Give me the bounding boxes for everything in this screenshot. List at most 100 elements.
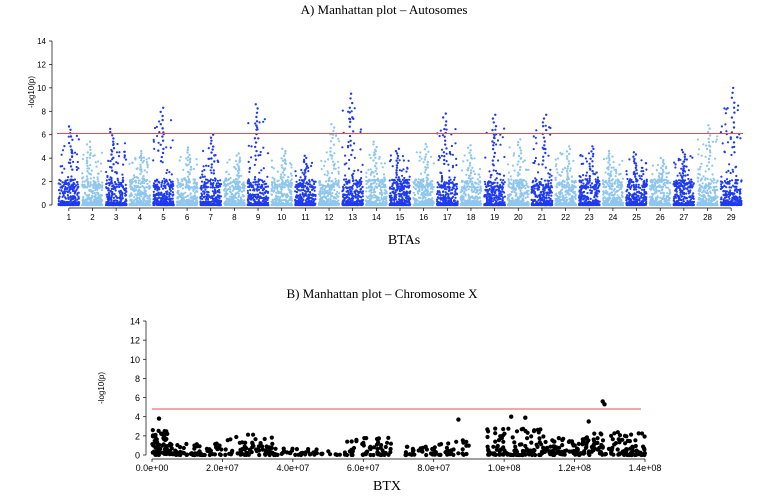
snp-point (396, 182, 399, 185)
snp-point (357, 203, 360, 206)
snp-point (100, 170, 103, 173)
snp-point (131, 161, 134, 164)
peak-point (112, 163, 115, 166)
peak-point (305, 165, 309, 168)
peak-point (284, 152, 287, 155)
snp-point (112, 203, 115, 207)
snp-point (116, 200, 119, 203)
snp-point (405, 195, 408, 198)
snp-point (311, 179, 314, 182)
snp-point (81, 172, 84, 175)
snp-point (63, 167, 66, 170)
snp-point (188, 198, 191, 201)
peak-point (303, 154, 306, 157)
snp-point (119, 189, 122, 192)
peak-point (139, 165, 142, 169)
snp-point (153, 185, 157, 188)
snp-point (368, 178, 371, 181)
snp-point (142, 192, 145, 195)
snp-point (401, 178, 404, 181)
peak-point (110, 166, 113, 169)
snp-point (171, 187, 174, 190)
snp-point (304, 203, 307, 207)
snp-point (88, 203, 91, 207)
snp-point (215, 182, 218, 185)
snp-point (273, 183, 277, 186)
peak-point (332, 164, 335, 167)
snp-point (89, 183, 92, 186)
peak-point (161, 127, 164, 130)
snp-point (392, 190, 395, 194)
snp-point (238, 190, 241, 193)
peak-point (351, 116, 354, 119)
snp-point (290, 182, 293, 185)
snp-point (223, 194, 227, 198)
snp-point (240, 190, 243, 193)
snp-point (97, 180, 100, 183)
snp-point (251, 203, 254, 206)
peak-point (257, 137, 260, 140)
snp-point (158, 193, 162, 196)
snp-point (134, 179, 137, 182)
snp-point (326, 184, 329, 187)
peak-point (304, 171, 307, 174)
snp-point (334, 193, 337, 196)
snp-point (157, 141, 160, 144)
snp-point (266, 175, 269, 178)
snp-point (117, 181, 120, 184)
snp-point (295, 200, 298, 203)
snp-point (247, 200, 250, 204)
snp-point (307, 170, 310, 173)
snp-point (146, 182, 149, 185)
snp-point (359, 187, 363, 190)
peak-point (88, 145, 92, 149)
snp-point (301, 203, 304, 206)
snp-point (168, 200, 171, 203)
peak-point (140, 159, 143, 162)
snp-point (266, 203, 270, 207)
snp-point (301, 171, 304, 174)
peak-point (162, 106, 165, 110)
snp-point (75, 168, 78, 171)
snp-point (372, 196, 375, 199)
peak-point (305, 167, 308, 170)
snp-point (270, 193, 273, 196)
snp-point (113, 186, 116, 189)
snp-point (132, 174, 136, 177)
snp-point (418, 200, 421, 203)
peak-point (212, 172, 216, 175)
snp-point (180, 183, 183, 186)
snp-point (275, 191, 278, 194)
snp-point (90, 169, 93, 172)
snp-point (235, 196, 238, 199)
snp-point (231, 185, 234, 188)
snp-point (290, 186, 293, 189)
snp-point (281, 186, 284, 189)
snp-point (168, 192, 171, 195)
snp-point (107, 198, 110, 201)
snp-point (284, 202, 287, 205)
snp-point (142, 159, 145, 162)
peak-point (140, 149, 143, 153)
snp-point (105, 170, 108, 174)
snp-point (276, 170, 279, 173)
snp-point (389, 154, 392, 157)
snp-point (124, 198, 127, 201)
peak-point (112, 147, 116, 150)
snp-point (69, 178, 72, 181)
snp-point (250, 185, 253, 189)
peak-point (237, 176, 240, 179)
snp-point (106, 193, 109, 196)
peak-point (396, 178, 400, 181)
snp-point (358, 185, 361, 188)
chromosome-points-3 (104, 127, 128, 207)
snp-point (63, 191, 66, 194)
peak-point (302, 173, 306, 176)
snp-point (310, 188, 314, 191)
snp-point (71, 187, 74, 191)
peak-point (70, 148, 73, 151)
snp-point (382, 173, 386, 176)
snp-point (66, 202, 69, 205)
snp-point (254, 181, 257, 184)
snp-point (271, 184, 274, 187)
